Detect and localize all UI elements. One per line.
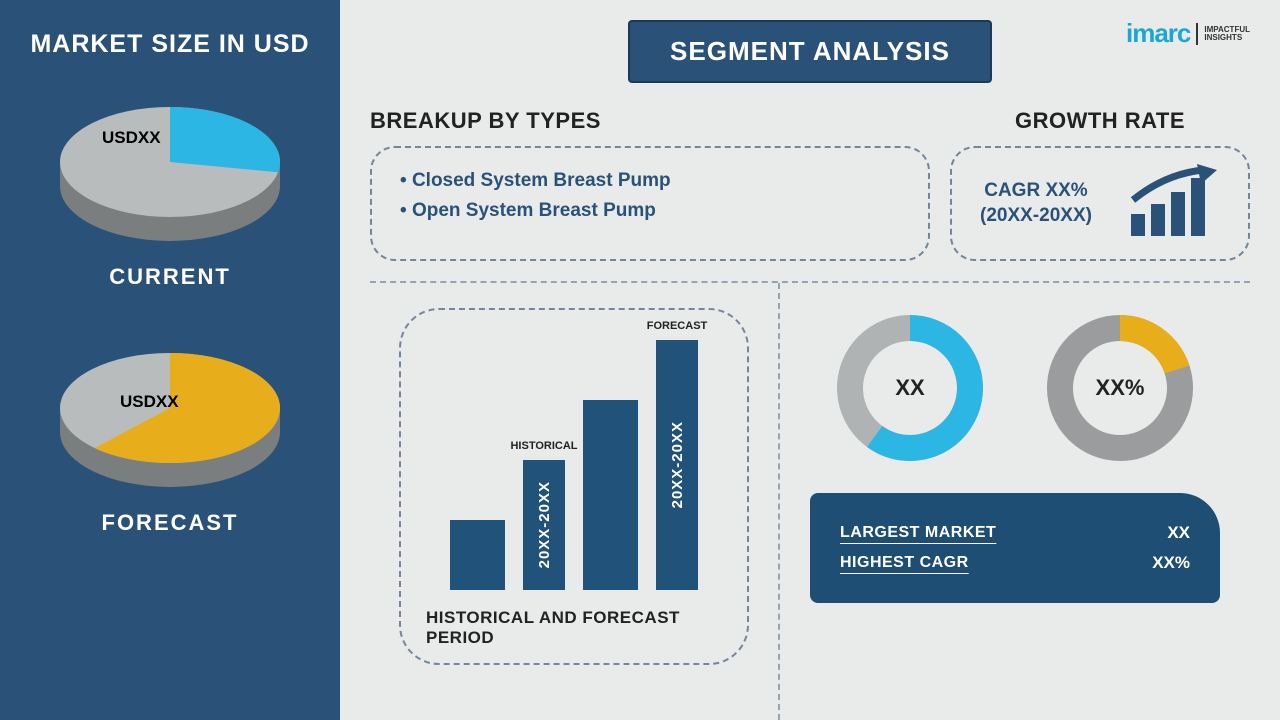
bar-top-label: FORECAST <box>647 320 708 332</box>
logo-text: imarc <box>1126 18 1190 49</box>
barchart-box: HISTORICAL20XX-20XXFORECAST20XX-20XX HIS… <box>399 308 749 665</box>
row-top: BREAKUP BY TYPES Closed System Breast Pu… <box>340 93 1280 281</box>
bar <box>450 520 505 590</box>
info-label: LARGEST MARKET <box>840 524 996 542</box>
header: SEGMENT ANALYSIS imarc IMPACTFUL INSIGHT… <box>340 0 1280 93</box>
info-card: LARGEST MARKET XX HIGHEST CAGR XX% <box>810 493 1220 603</box>
breakup-item: Open System Breast Pump <box>400 196 900 226</box>
logo-subtitle: IMPACTFUL INSIGHTS <box>1204 26 1250 42</box>
bar-top-label: HISTORICAL <box>510 440 577 452</box>
pie-forecast-label: FORECAST <box>102 510 239 536</box>
stats-panel: XX XX% LARGEST MARKET XX HIGHEST CAGR XX% <box>780 283 1250 720</box>
donut-right: XX% <box>1045 313 1195 463</box>
bar-period-label: 20XX-20XX <box>669 421 686 508</box>
bar: HISTORICAL20XX-20XX <box>523 460 565 590</box>
info-value: XX <box>1167 523 1190 543</box>
pie-current: USDXX <box>40 84 300 254</box>
donut-left: XX <box>835 313 985 463</box>
pie-forecast: USDXX <box>40 330 300 500</box>
logo-divider <box>1196 23 1198 45</box>
bar-period-label: 20XX-20XX <box>536 481 553 568</box>
info-row: LARGEST MARKET XX <box>840 523 1190 543</box>
page-title: SEGMENT ANALYSIS <box>628 20 992 83</box>
breakup-title: BREAKUP BY TYPES <box>370 108 930 134</box>
donut-right-label: XX% <box>1096 375 1145 401</box>
info-value: XX% <box>1152 553 1190 573</box>
breakup-item: Closed System Breast Pump <box>400 166 900 196</box>
donuts-row: XX XX% <box>810 313 1220 463</box>
row-bottom: HISTORICAL20XX-20XXFORECAST20XX-20XX HIS… <box>370 281 1250 720</box>
left-sidebar: MARKET SIZE IN USD USDXX CURRENT USDXX F… <box>0 0 340 720</box>
pie-forecast-badge: USDXX <box>120 392 179 412</box>
barchart-panel: HISTORICAL20XX-20XXFORECAST20XX-20XX HIS… <box>370 283 780 720</box>
bars-container: HISTORICAL20XX-20XXFORECAST20XX-20XX <box>450 330 698 590</box>
logo: imarc IMPACTFUL INSIGHTS <box>1126 18 1250 49</box>
donut-left-label: XX <box>895 375 924 401</box>
right-content: SEGMENT ANALYSIS imarc IMPACTFUL INSIGHT… <box>340 0 1280 720</box>
pie-current-label: CURRENT <box>109 264 231 290</box>
growth-box: CAGR XX% (20XX-20XX) <box>950 146 1250 261</box>
info-row: HIGHEST CAGR XX% <box>840 553 1190 573</box>
barchart-caption: HISTORICAL AND FORECAST PERIOD <box>426 608 722 648</box>
breakup-list: Closed System Breast PumpOpen System Bre… <box>400 166 900 227</box>
info-label: HIGHEST CAGR <box>840 554 969 572</box>
bar: FORECAST20XX-20XX <box>656 340 698 590</box>
growth-title: GROWTH RATE <box>950 108 1250 134</box>
market-size-title: MARKET SIZE IN USD <box>30 30 309 59</box>
pie-current-badge: USDXX <box>102 128 161 148</box>
growth-section: GROWTH RATE CAGR XX% (20XX-20XX) <box>950 108 1250 261</box>
growth-chart-icon <box>1125 164 1220 244</box>
bar <box>583 400 638 590</box>
breakup-box: Closed System Breast PumpOpen System Bre… <box>370 146 930 261</box>
breakup-section: BREAKUP BY TYPES Closed System Breast Pu… <box>370 108 930 261</box>
cagr-text: CAGR XX% (20XX-20XX) <box>980 179 1092 228</box>
